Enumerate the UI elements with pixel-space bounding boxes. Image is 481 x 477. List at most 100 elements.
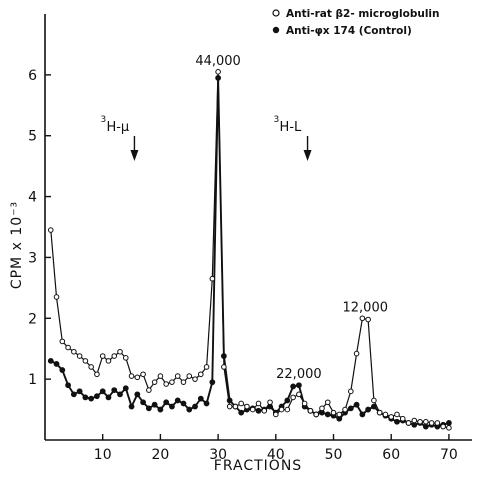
data-point-filled	[192, 403, 198, 410]
data-point-open	[353, 350, 360, 357]
data-point-filled	[359, 411, 366, 418]
data-point-open	[53, 294, 60, 300]
data-point-open	[417, 418, 423, 425]
data-point-open	[440, 423, 446, 430]
data-point-open	[221, 364, 227, 370]
data-point-open	[348, 388, 354, 395]
data-point-filled	[163, 399, 170, 406]
data-point-filled	[365, 406, 372, 413]
data-point-open	[255, 400, 262, 407]
data-point-filled	[151, 401, 158, 408]
data-point-open	[163, 381, 169, 387]
data-point-open	[382, 411, 389, 418]
data-point-open	[296, 391, 302, 398]
markers-layer: 3 H-μ 3 H-L	[100, 115, 312, 161]
data-point-open	[359, 315, 366, 322]
legend: Anti-rat β2- microglobulin Anti-φx 174 (…	[272, 8, 440, 37]
x-tick-label: 70	[440, 447, 458, 463]
data-point-open	[376, 409, 383, 416]
data-point-filled	[105, 394, 112, 401]
y-tick-label: 3	[28, 250, 37, 266]
x-tick-label: 50	[325, 447, 343, 463]
data-point-filled	[324, 411, 331, 418]
data-point-open	[203, 364, 210, 370]
data-point-open	[215, 69, 221, 75]
data-point-filled	[203, 400, 210, 407]
data-point-open	[394, 411, 400, 418]
data-point-filled	[145, 405, 152, 412]
data-point-filled	[82, 394, 89, 401]
data-point-open	[157, 373, 164, 379]
data-point-open	[446, 425, 452, 431]
data-point-open	[117, 348, 123, 355]
peak-annotation: 22,000	[276, 367, 322, 382]
data-point-open	[134, 374, 141, 381]
data-point-filled	[209, 379, 216, 386]
data-point-filled	[394, 418, 400, 425]
peak-annotation: 44,000	[195, 54, 241, 69]
data-point-filled	[255, 407, 262, 414]
data-point-filled	[290, 383, 297, 390]
data-point-open	[76, 353, 83, 359]
data-point-filled	[295, 382, 302, 389]
data-point-filled	[134, 391, 141, 398]
data-point-open	[336, 411, 343, 418]
data-point-open	[186, 373, 193, 379]
legend-marker-open-circle	[272, 9, 280, 17]
data-point-open	[244, 403, 250, 410]
series-layer	[47, 69, 452, 431]
legend-marker-filled-circle	[272, 26, 280, 34]
data-point-open	[307, 407, 314, 414]
data-point-open	[192, 376, 198, 382]
series-0	[47, 69, 452, 431]
y-tick-label: 5	[28, 129, 37, 145]
data-point-filled	[117, 391, 123, 398]
data-point-open	[209, 275, 216, 282]
data-point-open	[105, 358, 112, 364]
legend-item-series-1: Anti-φx 174 (Control)	[272, 25, 412, 37]
data-point-filled	[169, 403, 175, 410]
y-tick-label: 4	[28, 190, 37, 206]
data-point-open	[261, 407, 268, 414]
data-point-open	[405, 420, 412, 426]
data-point-open	[88, 364, 94, 370]
x-axis-label: FRACTIONS	[214, 458, 302, 474]
data-point-filled	[422, 423, 429, 430]
x-tick-label: 60	[382, 447, 400, 463]
data-point-open	[434, 420, 441, 426]
data-point-open	[342, 406, 348, 413]
data-point-open	[249, 406, 256, 413]
data-point-filled	[180, 400, 187, 407]
data-point-open	[226, 403, 233, 410]
data-point-open	[399, 415, 406, 422]
data-point-open	[267, 399, 273, 406]
x-tick-label: 30	[209, 447, 227, 463]
data-point-filled	[59, 367, 66, 373]
marker-label: H-L	[280, 120, 302, 135]
data-point-open	[94, 371, 100, 378]
data-point-open	[319, 405, 325, 412]
x-tick-label: 10	[94, 447, 112, 463]
data-point-open	[47, 227, 54, 233]
data-point-open	[411, 417, 418, 424]
legend-item-series-0: Anti-rat β2- microglobulin	[272, 8, 440, 20]
data-point-filled	[446, 420, 452, 426]
data-point-filled	[238, 409, 245, 416]
data-point-open	[99, 353, 106, 359]
data-point-filled	[122, 385, 129, 392]
standard-marker-1: 3 H-L	[274, 115, 312, 161]
annotations-layer: 44,000 22,000 12,000	[195, 54, 388, 382]
data-point-open	[284, 406, 291, 413]
standard-marker-0: 3 H-μ	[100, 115, 139, 161]
marker-label-superscript: 3	[100, 115, 106, 125]
arrow-down-icon	[303, 150, 312, 161]
legend-label-series-1: Anti-φx 174 (Control)	[286, 25, 412, 37]
data-point-filled	[128, 403, 135, 410]
data-point-open	[146, 387, 152, 393]
data-point-open	[197, 371, 204, 378]
y-axis-label: CPM x 10⁻³	[9, 201, 25, 289]
data-point-open	[180, 379, 187, 385]
data-point-filled	[53, 361, 60, 367]
